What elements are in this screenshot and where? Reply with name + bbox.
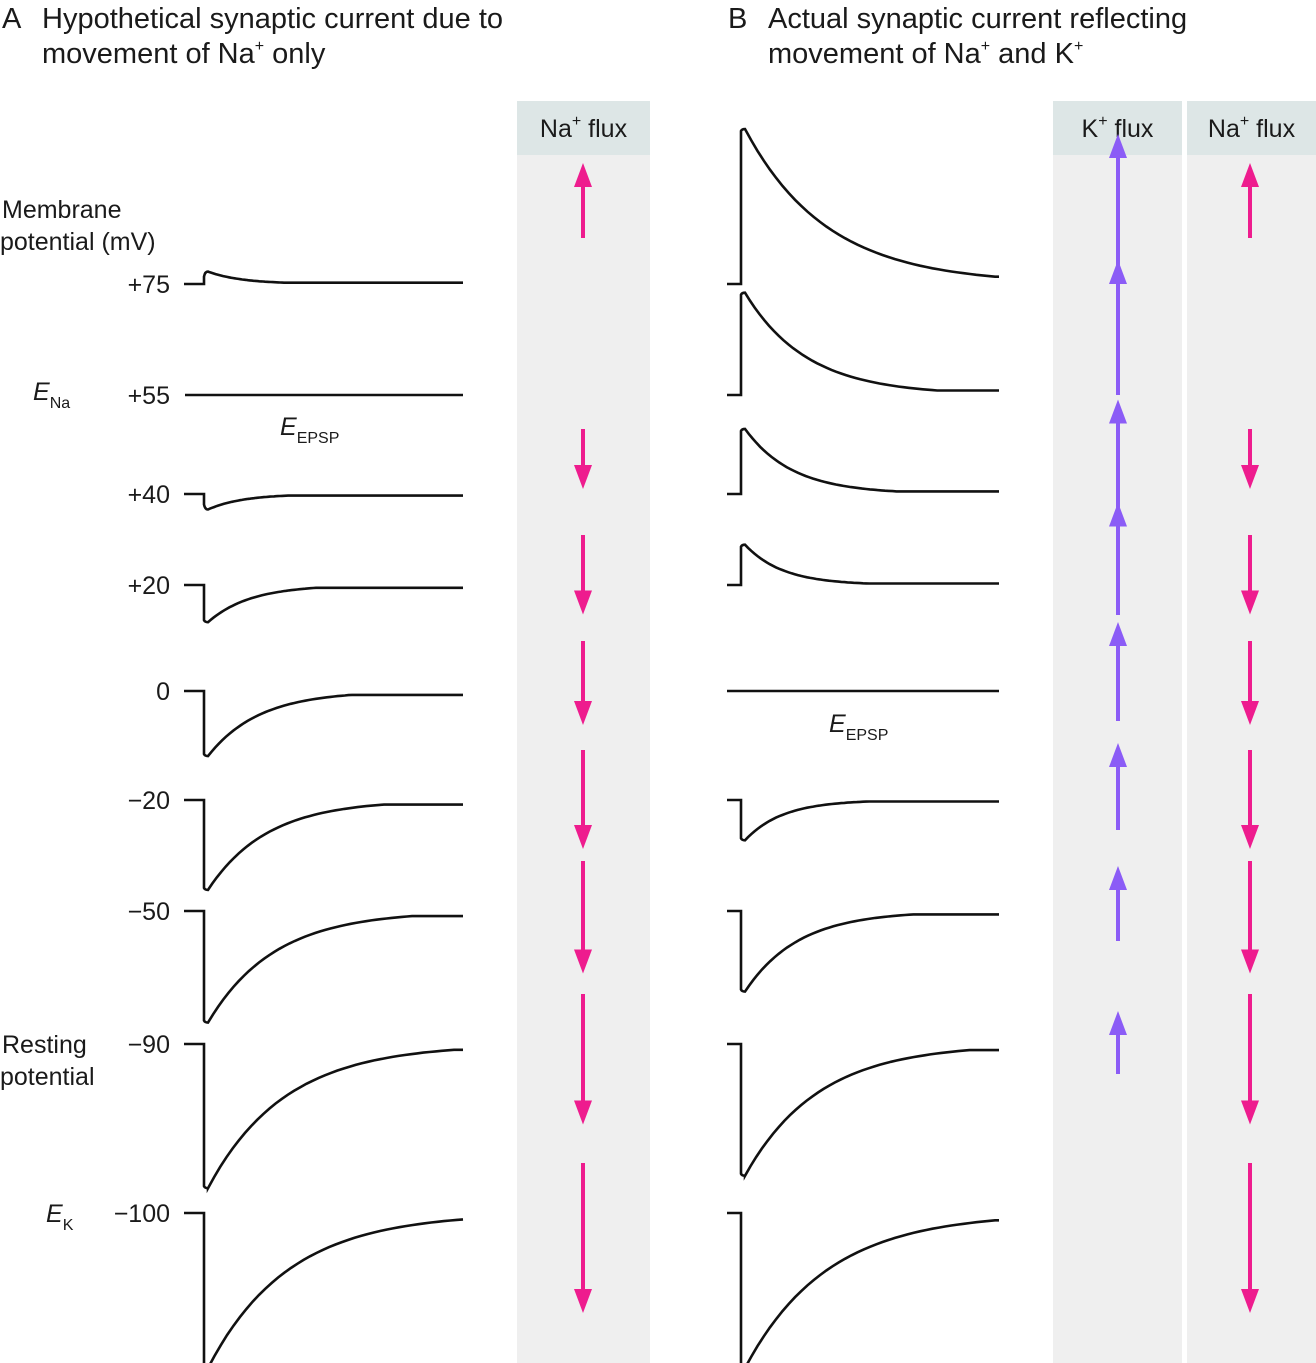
panel-b-current-trace	[727, 798, 999, 842]
panel-b-current-trace	[727, 427, 999, 496]
panel-b-na-flux-column	[1187, 101, 1316, 1363]
panel-b-title: B Actual synaptic current reflecting mov…	[728, 3, 1187, 70]
panel-b-na-flux-arrow	[1241, 429, 1259, 489]
resting-label-line1: Resting	[2, 1031, 87, 1059]
voltage-labels: +75 +55 +40 +20 0 −20 −50 −90 −100	[114, 271, 170, 1228]
panel-a-na-flux-arrow	[574, 641, 592, 725]
axis-label-line2: potential (mV)	[0, 228, 156, 256]
panel-a-letter: A	[2, 3, 22, 35]
panel-a-current-trace	[184, 689, 463, 758]
panel-b-current-trace	[727, 1211, 999, 1363]
panel-b-na-flux-header: Na+ flux	[1208, 113, 1296, 143]
panel-b-current-trace	[727, 1042, 999, 1181]
panel-b-current-trace	[727, 291, 999, 397]
panel-a-title: A Hypothetical synaptic current due to m…	[2, 3, 503, 70]
panel-a-e-epsp-label: EEPSP	[280, 413, 339, 447]
current-traces	[184, 127, 999, 1363]
panel-b-current-trace	[727, 127, 999, 286]
panel-b-title-line1: Actual synaptic current reflecting	[768, 3, 1187, 35]
panel-b-na-flux-arrow	[1241, 641, 1259, 725]
e-na-label: ENa	[33, 378, 70, 412]
panel-a-current-trace	[184, 492, 463, 511]
voltage-label: −20	[128, 787, 170, 815]
panel-b-k-flux-header: K+ flux	[1082, 113, 1154, 143]
resting-label-line2: potential	[0, 1063, 95, 1091]
panel-b-na-flux-arrow	[1241, 535, 1259, 615]
panel-a-na-flux-header: Na+ flux	[540, 113, 628, 143]
panel-b-k-flux-arrow	[1109, 1011, 1127, 1074]
panel-a-na-flux-arrow	[574, 994, 592, 1125]
voltage-label: +40	[128, 481, 170, 509]
panel-b-na-flux-arrow	[1241, 994, 1259, 1125]
voltage-label: +75	[128, 271, 170, 299]
panel-a-title-line2: movement of Na+ only	[42, 38, 326, 70]
panel-a-na-flux-column	[517, 101, 650, 1363]
panel-b-e-epsp-label: EEPSP	[829, 710, 888, 744]
panel-a-na-flux-arrow	[574, 535, 592, 615]
flux-arrows	[574, 134, 1259, 1313]
panel-b-current-trace	[727, 909, 999, 993]
panel-a-current-trace	[184, 1042, 463, 1194]
flux-columns	[517, 101, 1316, 1363]
panel-a-na-flux-arrow	[574, 429, 592, 489]
panel-a-na-flux-arrow	[574, 1163, 592, 1313]
voltage-label: −90	[128, 1031, 170, 1059]
panel-b-na-flux-arrow	[1241, 163, 1259, 238]
panel-a-current-trace	[184, 909, 463, 1024]
panel-b-k-flux-arrow	[1109, 260, 1127, 395]
panel-b-title-line2: movement of Na+ and K+	[768, 38, 1083, 70]
panel-a-na-flux-arrow	[574, 750, 592, 849]
panel-b-current-trace	[727, 543, 999, 587]
voltage-label: −100	[114, 1200, 170, 1228]
panel-a-na-flux-header-bg	[517, 101, 650, 155]
panel-b-na-flux-arrow	[1241, 861, 1259, 974]
panel-b-na-flux-arrow	[1241, 1163, 1259, 1313]
e-k-label: EK	[46, 1200, 74, 1234]
panel-b-k-flux-arrow	[1109, 743, 1127, 830]
voltage-label: −50	[128, 898, 170, 926]
panel-b-na-flux-header-bg	[1187, 101, 1316, 155]
panel-a-title-line1: Hypothetical synaptic current due to	[42, 3, 503, 35]
panel-b-k-flux-arrow	[1109, 622, 1127, 721]
panel-a-current-trace	[184, 798, 463, 892]
axis-label-line1: Membrane	[2, 196, 122, 224]
panel-b-na-flux-arrow	[1241, 750, 1259, 849]
panel-a-current-trace	[184, 270, 463, 286]
voltage-label: 0	[156, 678, 170, 706]
panel-a-na-flux-arrow	[574, 861, 592, 974]
voltage-label: +55	[128, 382, 170, 410]
panel-b-k-flux-arrow	[1109, 502, 1127, 615]
panel-a-current-trace	[184, 1211, 464, 1363]
panel-b-k-flux-arrow	[1109, 866, 1127, 941]
voltage-label: +20	[128, 572, 170, 600]
panel-a-na-flux-arrow	[574, 163, 592, 238]
panel-a-current-trace	[184, 583, 463, 624]
panel-b-letter: B	[728, 3, 747, 35]
